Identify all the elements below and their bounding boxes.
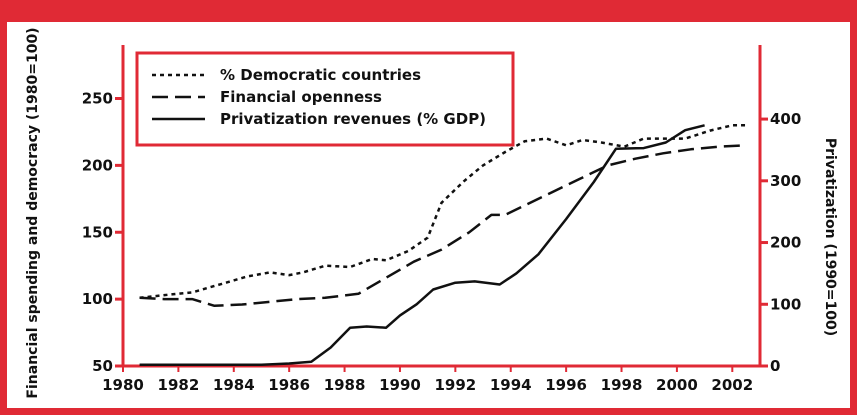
left-y-tick-label: 100: [82, 290, 113, 308]
x-tick-label: 1994: [490, 376, 532, 394]
right-y-tick-label: 0: [770, 357, 780, 375]
left-y-tick-label: 50: [92, 357, 113, 375]
x-tick-label: 1990: [379, 376, 421, 394]
axis-ticks: 1980 1982 1984 1986 1988 1990 1992 1994 1996 1998…: [82, 90, 802, 395]
x-tick-label: 1992: [434, 376, 476, 394]
right-y-tick-label: 300: [770, 172, 801, 190]
series-line-solid: [139, 124, 705, 367]
left-y-tick-label: 250: [82, 90, 113, 108]
x-tick-label: 1984: [213, 376, 255, 394]
left-y-tick-label: 200: [82, 156, 113, 174]
right-y-tick-label: 200: [770, 234, 801, 252]
x-tick-label: 1980: [102, 376, 144, 394]
x-tick-label: 1988: [324, 376, 366, 394]
x-tick-label: 1996: [545, 376, 587, 394]
legend-label: % Democratic countries: [220, 66, 421, 84]
series-line-dotted: [139, 124, 747, 300]
legend: % Democratic countries Financial openness…: [152, 66, 486, 128]
right-y-tick-label: 400: [770, 110, 801, 128]
left-y-axis-title: Financial spending and democracy (1980=1…: [25, 27, 41, 398]
x-tick-label: 1986: [268, 376, 310, 394]
right-y-tick-label: 100: [770, 295, 801, 313]
series-line-dashed: [139, 144, 747, 308]
x-tick-label: 1998: [601, 376, 643, 394]
legend-label: Privatization revenues (% GDP): [220, 110, 486, 128]
legend-label: Financial openness: [220, 88, 382, 106]
x-tick-label: 2002: [711, 376, 753, 394]
x-tick-label: 1982: [158, 376, 200, 394]
right-y-axis-title: Privatization (1990=100): [822, 138, 838, 336]
series-layer: [139, 124, 747, 367]
x-tick-label: 2000: [656, 376, 698, 394]
legend-box: [135, 51, 515, 147]
left-y-tick-label: 150: [82, 223, 113, 241]
